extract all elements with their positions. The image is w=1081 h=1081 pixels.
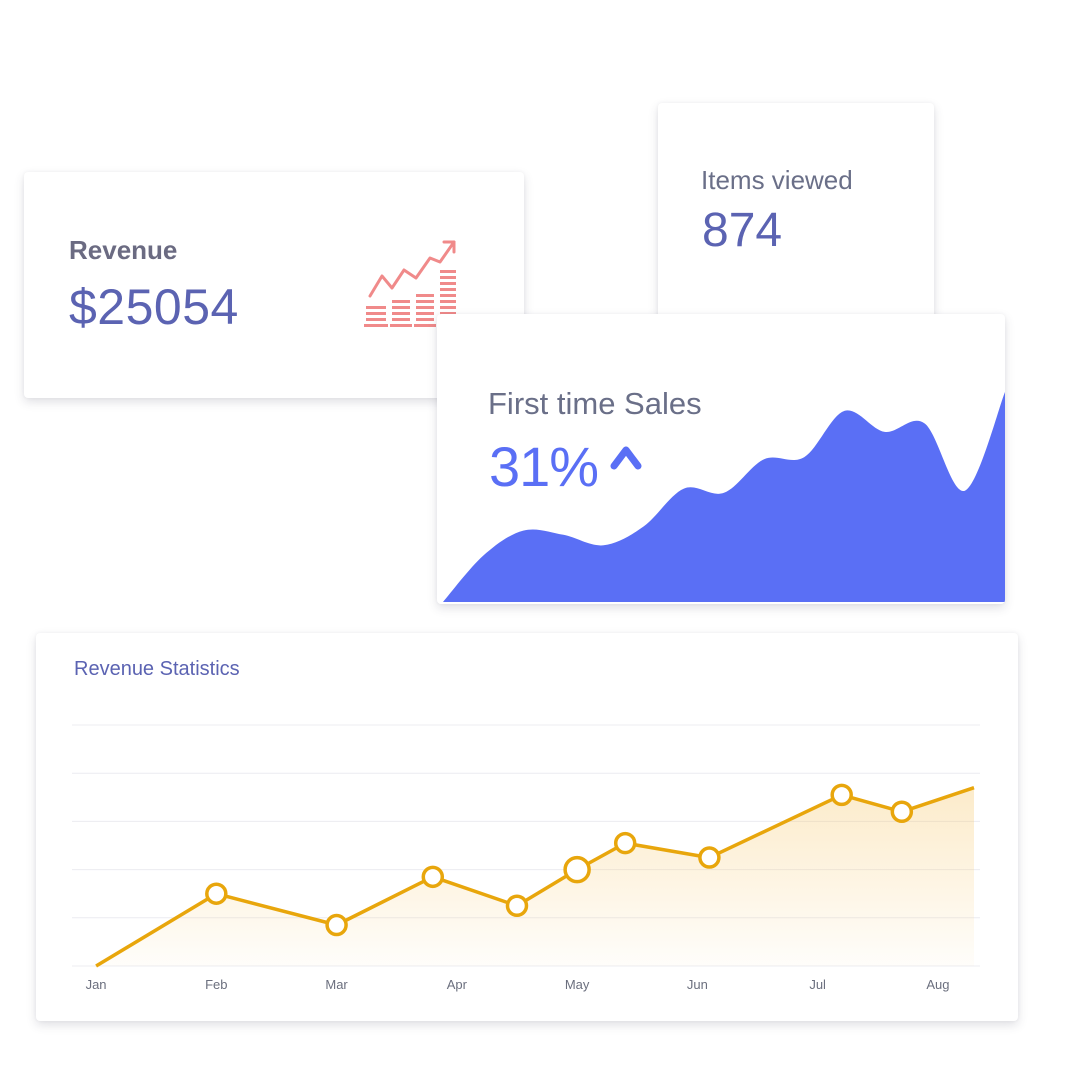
items-viewed-value: 874 [702, 204, 783, 257]
first-time-sales-value: 31% [489, 435, 599, 498]
x-tick-label: Jul [809, 977, 826, 992]
sales-area-series [443, 392, 1005, 602]
x-tick-label: Feb [205, 977, 227, 992]
data-point[interactable] [205, 882, 228, 905]
data-point[interactable] [563, 855, 591, 884]
caret-up-icon [610, 446, 642, 470]
items-viewed-label: Items viewed [701, 165, 853, 195]
x-tick-label: Jan [86, 977, 107, 992]
x-tick-label: Apr [447, 977, 468, 992]
x-tick-label: Aug [926, 977, 949, 992]
data-point[interactable] [698, 846, 721, 869]
revenue-statistics-title: Revenue Statistics [74, 658, 240, 680]
revenue-area-fill [96, 787, 975, 966]
revenue-card: Revenue $25054 [24, 172, 524, 398]
items-viewed-card: Items viewed 874 [658, 103, 934, 319]
x-tick-label: May [565, 977, 590, 992]
data-point[interactable] [325, 913, 348, 937]
revenue-line-chart: Jan Feb Mar Apr May Jun Jul Aug [72, 724, 980, 992]
data-point[interactable] [421, 865, 445, 889]
first-time-sales-label: First time Sales [488, 386, 702, 421]
revenue-statistics-card: Jan Feb Mar Apr May Jun Jul Aug Revenue Statist… [36, 633, 1018, 1021]
data-point[interactable] [890, 800, 914, 824]
x-tick-label: Jun [687, 977, 708, 992]
data-point[interactable] [830, 783, 853, 807]
x-tick-label: Mar [325, 977, 348, 992]
data-point[interactable] [505, 894, 529, 917]
data-point[interactable] [613, 831, 637, 855]
sales-area-chart [443, 392, 1005, 602]
revenue-label: Revenue [69, 235, 178, 265]
revenue-value: $25054 [69, 279, 239, 335]
first-time-sales-card: First time Sales 31% [437, 314, 1005, 604]
